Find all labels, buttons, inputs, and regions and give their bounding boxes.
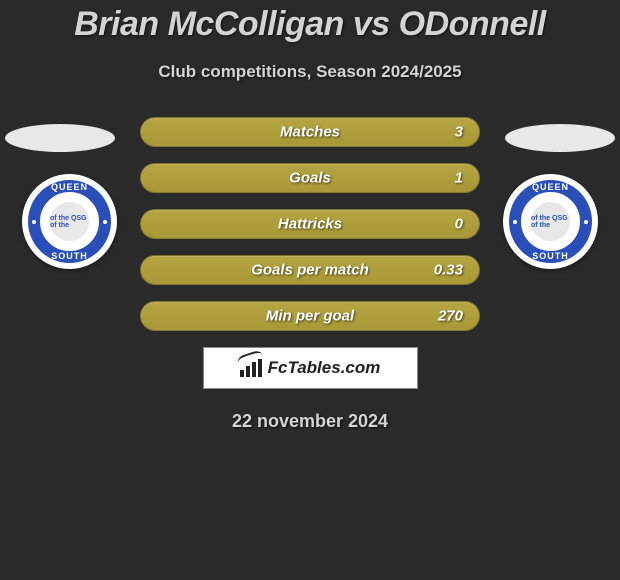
stat-label: Hattricks — [278, 216, 342, 233]
stat-value: 270 — [438, 308, 463, 325]
badge-inner: of the QSG of the — [531, 202, 570, 241]
stat-row-min-per-goal: Min per goal 270 — [140, 301, 480, 331]
stat-label: Min per goal — [266, 308, 354, 325]
brand-badge[interactable]: FcTables.com — [203, 347, 418, 389]
stat-value: 1 — [455, 170, 463, 187]
club-badge-left: QUEEN SOUTH of the QSG of the — [22, 174, 117, 269]
stat-row-hattricks: Hattricks 0 — [140, 209, 480, 239]
badge-text-top: QUEEN — [22, 182, 117, 192]
club-badge-right: QUEEN SOUTH of the QSG of the — [503, 174, 598, 269]
date-label: 22 november 2024 — [0, 411, 620, 432]
stat-row-matches: Matches 3 — [140, 117, 480, 147]
badge-text-top: QUEEN — [503, 182, 598, 192]
stats-list: Matches 3 Goals 1 Hattricks 0 Goals per … — [140, 117, 480, 331]
stat-value: 3 — [455, 124, 463, 141]
stat-label: Matches — [280, 124, 340, 141]
stat-label: Goals — [289, 170, 331, 187]
brand-text: FcTables.com — [268, 358, 381, 378]
stat-row-goals-per-match: Goals per match 0.33 — [140, 255, 480, 285]
badge-text-bottom: SOUTH — [503, 251, 598, 261]
stat-row-goals: Goals 1 — [140, 163, 480, 193]
badge-text-bottom: SOUTH — [22, 251, 117, 261]
page-title: Brian McColligan vs ODonnell — [0, 5, 620, 44]
chart-icon — [240, 359, 262, 377]
badge-inner: of the QSG of the — [50, 202, 89, 241]
player-right-marker — [505, 124, 615, 152]
stat-label: Goals per match — [251, 262, 369, 279]
stat-value: 0.33 — [434, 262, 463, 279]
player-left-marker — [5, 124, 115, 152]
subtitle: Club competitions, Season 2024/2025 — [0, 62, 620, 82]
stat-value: 0 — [455, 216, 463, 233]
